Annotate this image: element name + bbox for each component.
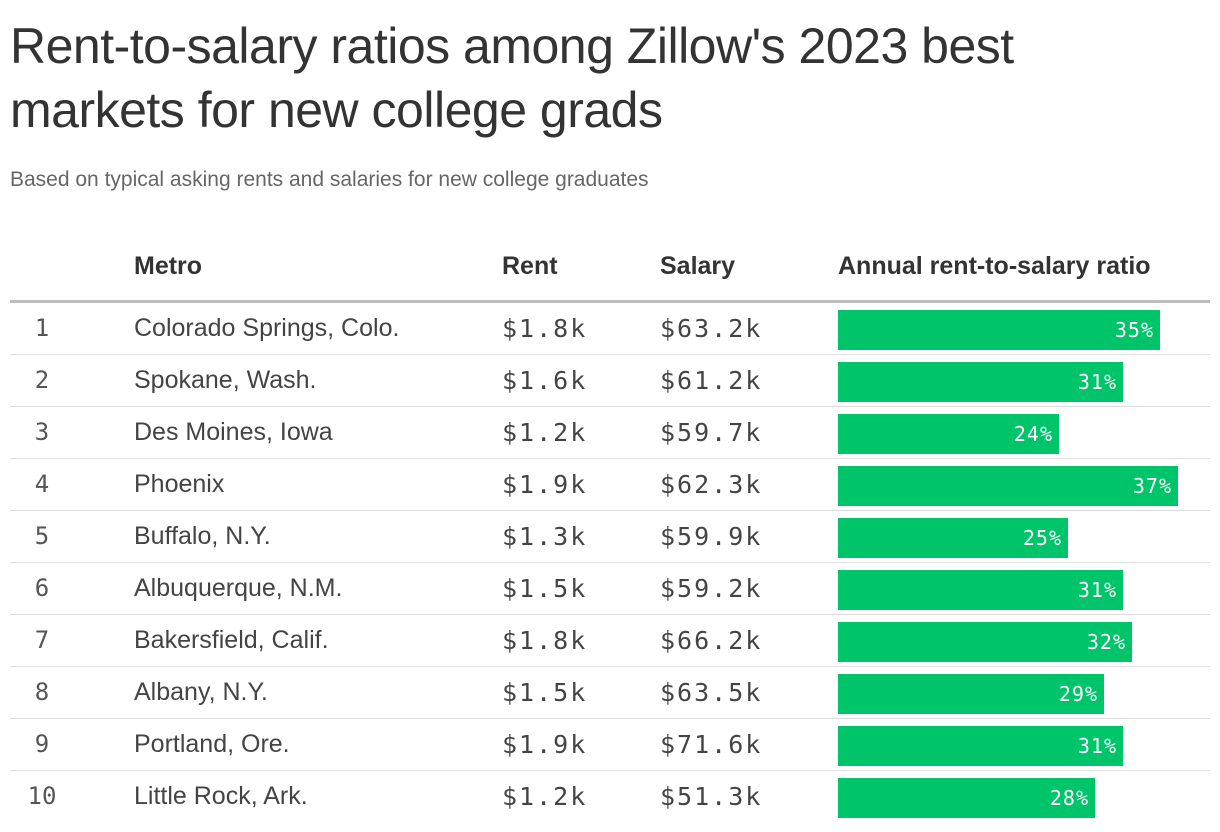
row-rank: 9: [34, 730, 50, 758]
row-salary: $62.3k: [660, 470, 763, 499]
row-metro: Albany, N.Y.: [134, 678, 268, 706]
chart-title: Rent-to-salary ratios among Zillow's 202…: [10, 18, 1014, 138]
row-rank: 6: [34, 574, 50, 602]
ratio-bar-label: 31%: [1077, 734, 1117, 758]
ratio-bar-track: 31%: [838, 726, 1198, 766]
row-rank: 3: [34, 418, 50, 446]
row-metro: Colorado Springs, Colo.: [134, 314, 400, 342]
table-row: 5 Buffalo, N.Y. $1.3k $59.9k 25%: [10, 511, 1210, 563]
row-rank: 8: [34, 678, 50, 706]
row-metro: Des Moines, Iowa: [134, 418, 333, 446]
row-rent: $1.2k: [502, 418, 588, 447]
row-rank: 10: [27, 782, 57, 810]
ratio-bar-label: 25%: [1022, 526, 1062, 550]
row-rank: 1: [34, 314, 50, 342]
row-rank: 7: [34, 626, 50, 654]
ratio-bar-label: 29%: [1058, 682, 1098, 706]
ratio-bar-track: 37%: [838, 466, 1198, 506]
row-rent: $1.6k: [502, 366, 588, 395]
row-salary: $63.5k: [660, 678, 763, 707]
ratio-bar-label: 28%: [1049, 786, 1089, 810]
table-row: 3 Des Moines, Iowa $1.2k $59.7k 24%: [10, 407, 1210, 459]
row-rent: $1.8k: [502, 626, 588, 655]
ratio-bar: 31%: [838, 726, 1123, 766]
row-rent: $1.5k: [502, 574, 588, 603]
ratio-bar: 29%: [838, 674, 1104, 714]
row-rent: $1.9k: [502, 730, 588, 759]
ratio-bar-track: 29%: [838, 674, 1198, 714]
table-row: 7 Bakersfield, Calif. $1.8k $66.2k 32%: [10, 615, 1210, 667]
ratio-bar: 24%: [838, 414, 1059, 454]
header-ratio: Annual rent-to-salary ratio: [838, 252, 1151, 280]
table-row: 8 Albany, N.Y. $1.5k $63.5k 29%: [10, 667, 1210, 719]
ratio-bar-track: 31%: [838, 570, 1198, 610]
row-rent: $1.3k: [502, 522, 588, 551]
ratio-bar: 31%: [838, 570, 1123, 610]
ratio-bar: 37%: [838, 466, 1178, 506]
row-metro: Bakersfield, Calif.: [134, 626, 329, 654]
row-metro: Portland, Ore.: [134, 730, 290, 758]
table-row: 6 Albuquerque, N.M. $1.5k $59.2k 31%: [10, 563, 1210, 615]
ratio-bar: 25%: [838, 518, 1068, 558]
table-row: 2 Spokane, Wash. $1.6k $61.2k 31%: [10, 355, 1210, 407]
table-body: 1 Colorado Springs, Colo. $1.8k $63.2k 35% 2 S…: [10, 303, 1210, 822]
table-row: 1 Colorado Springs, Colo. $1.8k $63.2k 35%: [10, 303, 1210, 355]
table-row: 4 Phoenix $1.9k $62.3k 37%: [10, 459, 1210, 511]
header-metro: Metro: [134, 252, 203, 280]
row-rent: $1.9k: [502, 470, 588, 499]
ratio-bar-label: 37%: [1132, 474, 1172, 498]
row-rank: 4: [34, 470, 50, 498]
ratio-bar: 28%: [838, 778, 1095, 818]
ratio-bar-label: 31%: [1077, 370, 1117, 394]
row-salary: $71.6k: [660, 730, 763, 759]
header-salary: Salary: [660, 252, 736, 280]
row-metro: Little Rock, Ark.: [134, 782, 308, 810]
ratio-bar-track: 32%: [838, 622, 1198, 662]
row-metro: Spokane, Wash.: [134, 366, 317, 394]
ratio-bar-label: 31%: [1077, 578, 1117, 602]
row-metro: Albuquerque, N.M.: [134, 574, 343, 602]
row-salary: $59.9k: [660, 522, 763, 551]
row-salary: $51.3k: [660, 782, 763, 811]
ratio-bar: 31%: [838, 362, 1123, 402]
ratio-bar-label: 24%: [1013, 422, 1053, 446]
header-rent: Rent: [502, 252, 558, 280]
row-salary: $63.2k: [660, 314, 763, 343]
ratio-bar-track: 25%: [838, 518, 1198, 558]
ratio-bar-track: 24%: [838, 414, 1198, 454]
chart-subtitle: Based on typical asking rents and salari…: [10, 168, 649, 191]
row-salary: $59.7k: [660, 418, 763, 447]
row-rent: $1.8k: [502, 314, 588, 343]
row-metro: Buffalo, N.Y.: [134, 522, 271, 550]
ratio-bar-track: 28%: [838, 778, 1198, 818]
row-salary: $61.2k: [660, 366, 763, 395]
ratio-bar-label: 35%: [1114, 318, 1154, 342]
row-rank: 2: [34, 366, 50, 394]
ratio-bar-label: 32%: [1086, 630, 1126, 654]
row-rent: $1.2k: [502, 782, 588, 811]
row-salary: $66.2k: [660, 626, 763, 655]
row-salary: $59.2k: [660, 574, 763, 603]
row-rent: $1.5k: [502, 678, 588, 707]
ratio-bar: 35%: [838, 310, 1160, 350]
row-metro: Phoenix: [134, 470, 225, 498]
ratio-bar: 32%: [838, 622, 1132, 662]
ratio-bar-track: 31%: [838, 362, 1198, 402]
ratio-table: Metro Rent Salary Annual rent-to-salary …: [10, 240, 1210, 822]
row-rank: 5: [34, 522, 50, 550]
ratio-bar-track: 35%: [838, 310, 1198, 350]
table-row: 10 Little Rock, Ark. $1.2k $51.3k 28%: [10, 771, 1210, 822]
table-header: Metro Rent Salary Annual rent-to-salary …: [10, 240, 1210, 303]
table-row: 9 Portland, Ore. $1.9k $71.6k 31%: [10, 719, 1210, 771]
